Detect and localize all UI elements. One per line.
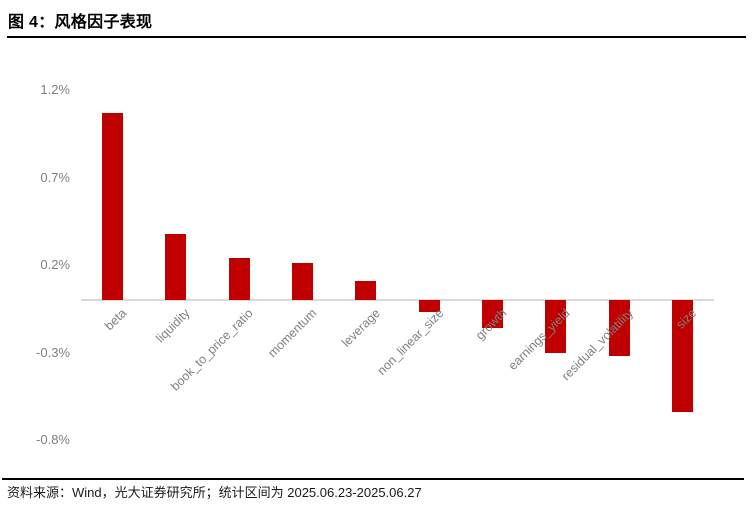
- bar-residual_volatility: [608, 300, 630, 356]
- x-axis-label-beta: beta: [102, 306, 130, 334]
- footer-divider: [2, 478, 744, 480]
- y-axis-tick-label: 0.7%: [40, 169, 70, 185]
- x-axis-label-momentum: momentum: [265, 306, 320, 361]
- bar-leverage: [355, 280, 377, 300]
- bar-beta: [102, 112, 124, 300]
- bar-liquidity: [165, 233, 187, 300]
- source-note: 资料来源：Wind，光大证券研究所；统计区间为 2025.06.23-2025.…: [7, 485, 422, 500]
- bar-momentum: [292, 263, 314, 300]
- bar-earnings_yield: [545, 300, 567, 353]
- title-divider: [7, 36, 746, 38]
- bar-book_to_price_ratio: [228, 258, 250, 300]
- x-axis-label-leverage: leverage: [338, 306, 383, 350]
- y-axis-tick-label: -0.3%: [36, 344, 70, 360]
- y-axis-tick-label: 1.2%: [40, 82, 70, 97]
- bar-non_linear_size: [418, 300, 440, 313]
- y-axis-tick-label: 0.2%: [40, 257, 70, 272]
- x-axis-label-liquidity: liquidity: [153, 306, 193, 346]
- y-axis-tick-label: -0.8%: [36, 432, 70, 447]
- bar-size: [671, 300, 693, 412]
- x-axis-line: [81, 299, 714, 301]
- bar-growth: [481, 300, 503, 328]
- x-axis-label-non_linear_size: non_linear_size: [374, 306, 447, 378]
- figure-title: 图 4：风格因子表现: [8, 14, 153, 31]
